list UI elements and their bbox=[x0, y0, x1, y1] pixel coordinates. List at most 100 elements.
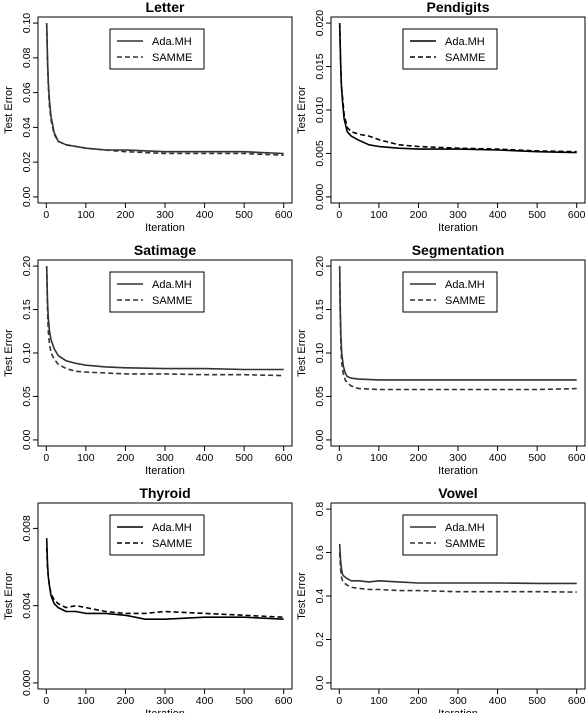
x-tick-label: 100 bbox=[370, 209, 388, 221]
x-tick-label: 500 bbox=[528, 452, 546, 464]
y-axis-label: Test Error bbox=[296, 329, 308, 377]
y-tick-label: 0.10 bbox=[21, 343, 33, 364]
x-tick-label: 400 bbox=[489, 452, 507, 464]
y-tick-label: 0.20 bbox=[314, 256, 326, 277]
x-tick-label: 100 bbox=[77, 452, 95, 464]
y-tick-label: 0.00 bbox=[314, 430, 326, 451]
y-tick-label: 0.00 bbox=[21, 187, 33, 208]
legend-label: Ada.MH bbox=[445, 522, 485, 534]
legend-label: Ada.MH bbox=[152, 36, 192, 48]
x-tick-label: 400 bbox=[489, 695, 507, 707]
y-tick-label: 0.020 bbox=[314, 10, 326, 36]
x-tick-label: 100 bbox=[77, 695, 95, 707]
x-tick-label: 0 bbox=[43, 695, 49, 707]
x-tick-label: 100 bbox=[370, 695, 388, 707]
y-axis-label: Test Error bbox=[3, 86, 15, 134]
y-tick-label: 0.04 bbox=[21, 117, 33, 138]
x-axis-label: Iteration bbox=[145, 465, 185, 477]
legend-label: Ada.MH bbox=[445, 36, 485, 48]
legend-label: Ada.MH bbox=[445, 279, 485, 291]
x-tick-label: 500 bbox=[235, 452, 253, 464]
series-line-ada-mh bbox=[338, 543, 577, 585]
x-tick-label: 600 bbox=[568, 452, 586, 464]
legend-label: Ada.MH bbox=[152, 279, 192, 291]
x-tick-label: 200 bbox=[410, 452, 428, 464]
y-tick-label: 0.015 bbox=[314, 53, 326, 79]
y-tick-label: 0.10 bbox=[21, 13, 33, 34]
x-tick-label: 300 bbox=[449, 695, 467, 707]
x-axis-label: Iteration bbox=[438, 222, 478, 234]
x-tick-label: 0 bbox=[43, 452, 49, 464]
chart-panel-0: Letter 0 100 200 300 400 500 600 0.00 0.02 0.04 0.0… bbox=[3, 0, 293, 234]
x-tick-label: 200 bbox=[117, 695, 135, 707]
series-line-ada-mh bbox=[45, 266, 284, 371]
series-line-samme bbox=[45, 547, 284, 618]
chart-title: Letter bbox=[146, 0, 185, 15]
legend-label: SAMME bbox=[445, 295, 485, 307]
legend-box bbox=[402, 271, 498, 313]
y-tick-label: 0.05 bbox=[21, 386, 33, 407]
chart-panel-5: Vowel 0 100 200 300 400 500 600 0.0 0.2 0.4 0.6 0.8 I… bbox=[296, 485, 586, 713]
chart-title: Satimage bbox=[134, 242, 196, 258]
legend-label: SAMME bbox=[152, 52, 192, 64]
x-tick-label: 500 bbox=[235, 695, 253, 707]
x-tick-label: 0 bbox=[336, 452, 342, 464]
legend-label: Ada.MH bbox=[152, 522, 192, 534]
y-tick-label: 0.00 bbox=[21, 430, 33, 451]
x-tick-label: 500 bbox=[528, 695, 546, 707]
x-axis-label: Iteration bbox=[145, 708, 185, 713]
legend-box bbox=[402, 514, 498, 556]
chart-panel-4: Thyroid 0 100 200 300 400 500 600 0.000 0.004 0.00… bbox=[3, 485, 293, 713]
y-tick-label: 0.06 bbox=[21, 82, 33, 103]
legend-label: SAMME bbox=[445, 538, 485, 550]
x-tick-label: 400 bbox=[196, 695, 214, 707]
x-tick-label: 200 bbox=[117, 209, 135, 221]
y-tick-label: 0.010 bbox=[314, 97, 326, 123]
y-tick-label: 0.02 bbox=[21, 152, 33, 173]
y-axis-label: Test Error bbox=[3, 572, 15, 620]
x-tick-label: 400 bbox=[489, 209, 507, 221]
y-tick-label: 0.20 bbox=[21, 256, 33, 277]
y-tick-label: 0.15 bbox=[21, 299, 33, 320]
x-tick-label: 600 bbox=[275, 452, 293, 464]
chart-title: Vowel bbox=[438, 485, 477, 501]
series-line-samme bbox=[45, 266, 284, 377]
chart-title: Pendigits bbox=[426, 0, 489, 15]
x-tick-label: 300 bbox=[156, 209, 174, 221]
x-tick-label: 0 bbox=[336, 695, 342, 707]
y-tick-label: 0.8 bbox=[314, 502, 326, 517]
x-tick-label: 0 bbox=[336, 209, 342, 221]
chart-panel-3: Segmentation 0 100 200 300 400 500 600 0.00 0.05 0… bbox=[296, 242, 586, 477]
x-tick-label: 300 bbox=[449, 209, 467, 221]
x-tick-label: 400 bbox=[196, 452, 214, 464]
x-tick-label: 600 bbox=[568, 695, 586, 707]
x-tick-label: 300 bbox=[449, 452, 467, 464]
x-axis-label: Iteration bbox=[438, 465, 478, 477]
series-line-ada-mh bbox=[338, 266, 577, 381]
y-tick-label: 0.008 bbox=[21, 515, 33, 541]
legend-box bbox=[109, 271, 205, 313]
x-tick-label: 200 bbox=[410, 209, 428, 221]
x-tick-label: 600 bbox=[568, 209, 586, 221]
chart-panel-2: Satimage 0 100 200 300 400 500 600 0.00 0.05 0.10 0… bbox=[3, 242, 293, 477]
x-tick-label: 300 bbox=[156, 452, 174, 464]
y-axis-label: Test Error bbox=[296, 86, 308, 134]
y-axis-label: Test Error bbox=[3, 329, 15, 377]
y-tick-label: 0.15 bbox=[314, 299, 326, 320]
x-tick-label: 100 bbox=[77, 209, 95, 221]
x-tick-label: 0 bbox=[43, 209, 49, 221]
legend-label: SAMME bbox=[152, 295, 192, 307]
series-line-samme bbox=[338, 266, 577, 391]
legend-label: SAMME bbox=[152, 538, 192, 550]
x-tick-label: 300 bbox=[156, 695, 174, 707]
y-tick-label: 0.2 bbox=[314, 632, 326, 647]
series-line-samme bbox=[338, 23, 577, 153]
legend-label: SAMME bbox=[445, 52, 485, 64]
series-line-samme bbox=[45, 23, 284, 156]
chart-title: Thyroid bbox=[139, 485, 190, 501]
x-axis-label: Iteration bbox=[145, 222, 185, 234]
y-tick-label: 0.004 bbox=[21, 592, 33, 618]
y-tick-label: 0.4 bbox=[314, 589, 326, 604]
y-axis-label: Test Error bbox=[296, 572, 308, 620]
